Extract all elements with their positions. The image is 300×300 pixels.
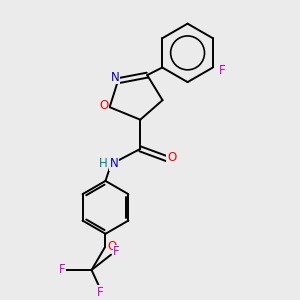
Text: F: F xyxy=(219,64,225,77)
Text: O: O xyxy=(107,240,116,253)
Text: O: O xyxy=(167,151,176,164)
Text: F: F xyxy=(97,286,103,299)
Text: F: F xyxy=(113,245,120,258)
Text: N: N xyxy=(110,157,118,170)
Text: H: H xyxy=(99,157,108,170)
Text: O: O xyxy=(99,99,108,112)
Text: N: N xyxy=(111,71,120,84)
Text: F: F xyxy=(59,263,66,277)
